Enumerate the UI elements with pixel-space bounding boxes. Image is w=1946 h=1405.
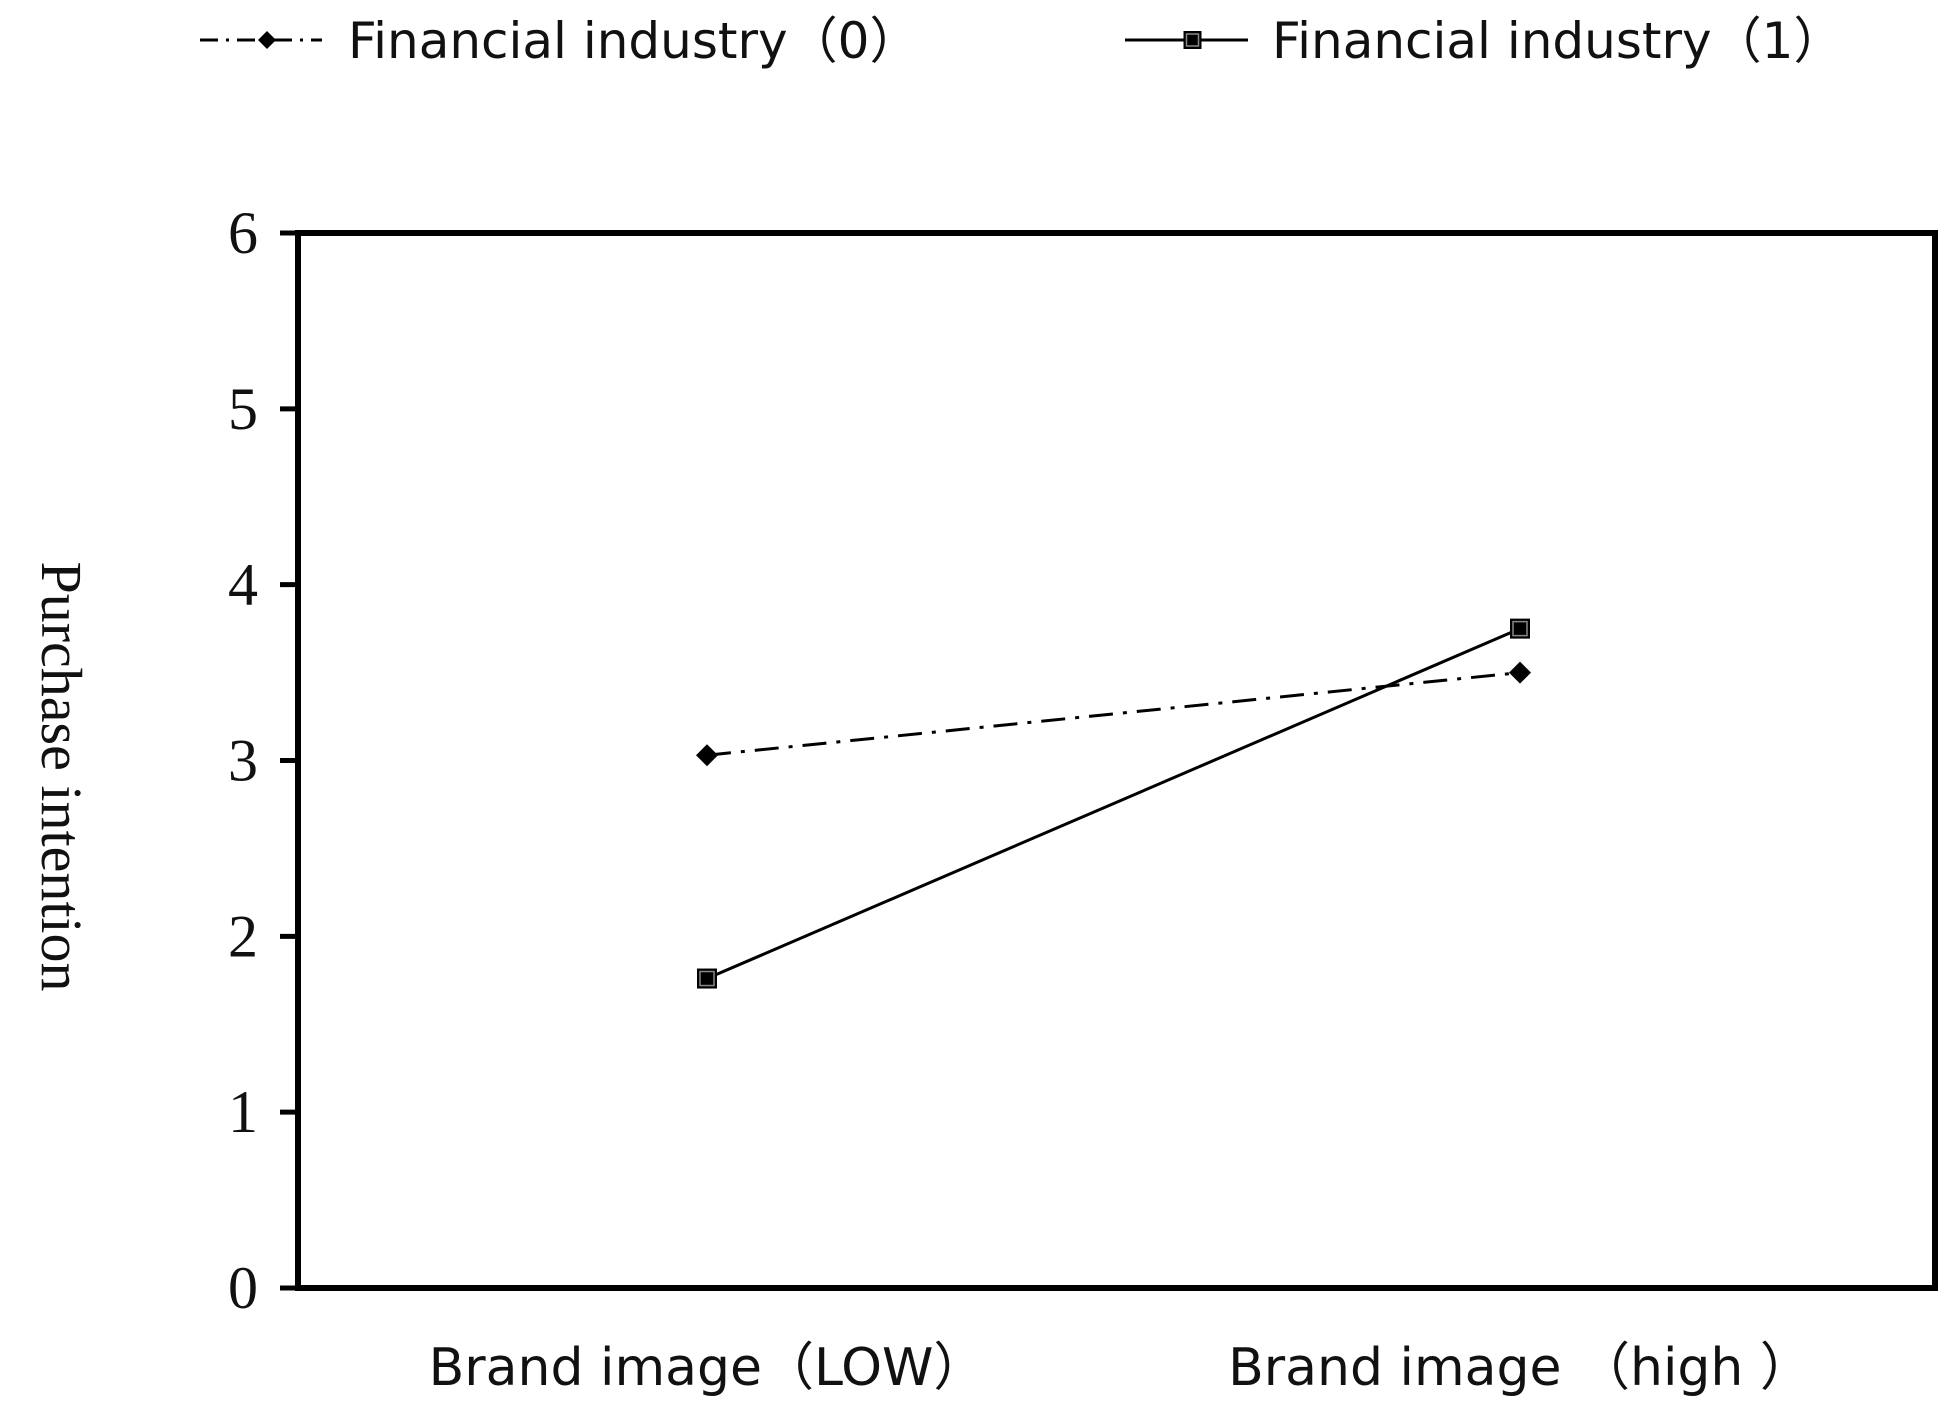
y-axis: 0 1 2 3 4 5 6	[228, 200, 298, 1321]
y-tick-label: 5	[228, 376, 258, 442]
y-tick-label: 1	[228, 1079, 258, 1145]
square-marker-highlight	[699, 970, 715, 987]
series-1	[697, 618, 1530, 989]
diamond-marker	[258, 31, 276, 49]
square-marker	[697, 968, 717, 989]
legend-label: Financial industry（0）	[348, 12, 919, 70]
legend-item: Financial industry（0）	[200, 12, 919, 70]
square-marker-highlight	[1185, 33, 1200, 47]
legend-label: Financial industry（1）	[1272, 12, 1843, 70]
legend: Financial industry（0） Financial industry（…	[200, 12, 1843, 70]
square-marker	[1183, 31, 1202, 49]
x-category-label: Brand image （high ）	[1228, 1338, 1812, 1398]
plot-area-frame	[295, 230, 1938, 1291]
diamond-marker	[696, 744, 718, 767]
x-axis: Brand image（LOW） Brand image （high ）	[429, 1338, 1812, 1398]
diamond-marker	[1509, 661, 1531, 684]
legend-item: Financial industry（1）	[1125, 12, 1843, 70]
y-tick-label: 2	[228, 903, 258, 969]
series-line	[706, 627, 1521, 980]
y-tick-label: 0	[228, 1255, 258, 1321]
square-marker-highlight	[1512, 620, 1528, 637]
square-marker	[1510, 618, 1530, 639]
y-tick-label: 3	[228, 728, 258, 794]
y-axis-label: Purchase intention	[29, 561, 94, 991]
y-tick-label: 4	[228, 552, 258, 618]
x-category-label: Brand image（LOW）	[429, 1338, 986, 1398]
series-line	[706, 671, 1521, 757]
y-tick-label: 6	[228, 200, 258, 266]
series-layer	[696, 618, 1531, 989]
